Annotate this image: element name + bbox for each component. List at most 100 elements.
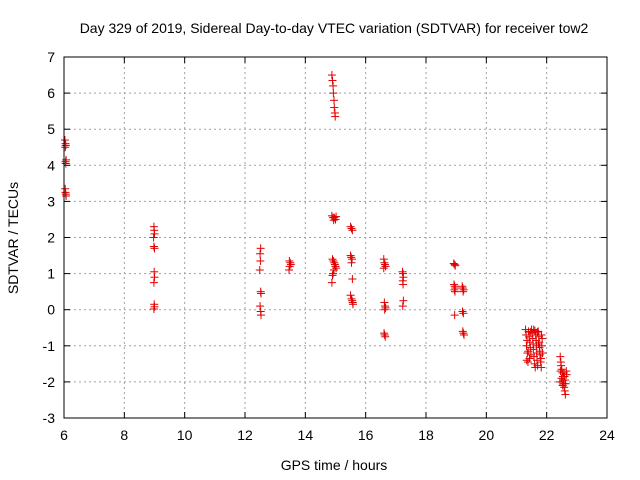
y-tick-label: 6 — [47, 85, 55, 101]
data-point — [522, 341, 531, 350]
data-point — [380, 298, 389, 307]
data-point — [460, 330, 469, 339]
data-point — [329, 265, 338, 274]
x-tick-label: 8 — [120, 427, 128, 443]
data-point — [459, 329, 468, 338]
data-point — [149, 278, 158, 287]
data-point — [537, 341, 546, 350]
data-point — [286, 260, 295, 269]
data-point — [330, 260, 339, 269]
data-point — [399, 280, 408, 289]
data-point — [557, 361, 566, 370]
data-point — [525, 354, 534, 363]
data-point — [534, 327, 543, 336]
data-point — [399, 273, 408, 282]
data-point — [560, 386, 569, 395]
data-point — [381, 332, 390, 341]
data-point — [346, 291, 355, 300]
x-tick-label: 18 — [418, 427, 434, 443]
data-point — [348, 275, 357, 284]
data-point — [561, 376, 570, 385]
y-tick-label: 0 — [47, 302, 55, 318]
data-point — [328, 255, 337, 264]
data-point — [61, 143, 70, 152]
data-point — [523, 358, 532, 367]
data-point — [329, 96, 338, 105]
x-axis-label: GPS time / hours — [281, 457, 388, 473]
data-point — [537, 330, 546, 339]
y-tick-label: -2 — [43, 374, 56, 390]
data-point — [555, 377, 564, 386]
axis-ticks — [63, 56, 608, 419]
data-point — [450, 311, 459, 320]
data-point — [329, 269, 338, 278]
data-point — [380, 305, 389, 314]
data-point — [458, 282, 467, 291]
data-point — [534, 339, 543, 348]
data-point — [381, 303, 390, 312]
data-point — [346, 222, 355, 231]
data-point — [398, 267, 407, 276]
y-tick-label: 7 — [47, 49, 55, 65]
data-point — [536, 354, 545, 363]
y-tick-label: 1 — [47, 266, 55, 282]
x-tick-label: 16 — [358, 427, 374, 443]
data-point — [150, 273, 159, 282]
data-point — [380, 260, 389, 269]
data-point — [346, 251, 355, 260]
data-point — [329, 81, 338, 90]
data-point — [449, 259, 458, 268]
x-tick-label: 24 — [599, 427, 615, 443]
data-point — [328, 76, 337, 85]
data-point — [537, 363, 546, 372]
data-point — [286, 258, 295, 267]
data-point — [256, 249, 265, 258]
data-point — [380, 330, 389, 339]
data-point — [450, 260, 459, 269]
data-point — [560, 383, 569, 392]
data-point — [331, 262, 340, 271]
x-tick-label: 12 — [237, 427, 253, 443]
data-point — [381, 262, 390, 271]
data-point — [348, 226, 357, 235]
x-tick-label: 14 — [298, 427, 314, 443]
data-point — [523, 349, 532, 358]
data-point — [535, 347, 544, 356]
data-point — [330, 258, 339, 267]
data-point — [526, 328, 535, 337]
data-point — [149, 233, 158, 242]
data-point — [347, 294, 356, 303]
data-point — [256, 244, 265, 253]
data-point — [150, 229, 159, 238]
data-point — [327, 278, 336, 287]
data-point — [451, 261, 460, 270]
y-tick-label: 2 — [47, 230, 55, 246]
data-point — [61, 159, 70, 168]
data-point — [256, 311, 265, 320]
data-point — [380, 258, 389, 267]
data-point — [256, 302, 265, 311]
y-tick-labels: -3 -2 -1 0 1 2 3 4 5 6 7 — [43, 49, 56, 426]
data-point — [379, 255, 388, 264]
data-point — [347, 224, 356, 233]
y-axis-label: SDTVAR / TECUs — [5, 182, 21, 294]
data-point — [331, 112, 340, 121]
data-point — [560, 372, 569, 381]
data-point — [61, 141, 70, 150]
data-point — [285, 262, 294, 271]
data-point — [398, 302, 407, 311]
data-point — [256, 289, 265, 298]
data-point — [285, 265, 294, 274]
data-point — [255, 265, 264, 274]
data-point — [328, 271, 337, 280]
data-point — [379, 264, 388, 273]
plot-frame — [63, 56, 608, 419]
data-point — [556, 352, 565, 361]
x-tick-label: 6 — [60, 427, 68, 443]
x-tick-labels: 6 8 10 12 14 16 18 20 22 24 — [60, 427, 615, 443]
data-point — [347, 258, 356, 267]
data-point — [458, 307, 467, 316]
data-point — [150, 244, 159, 253]
data-point — [256, 256, 265, 265]
data-point — [149, 304, 158, 313]
